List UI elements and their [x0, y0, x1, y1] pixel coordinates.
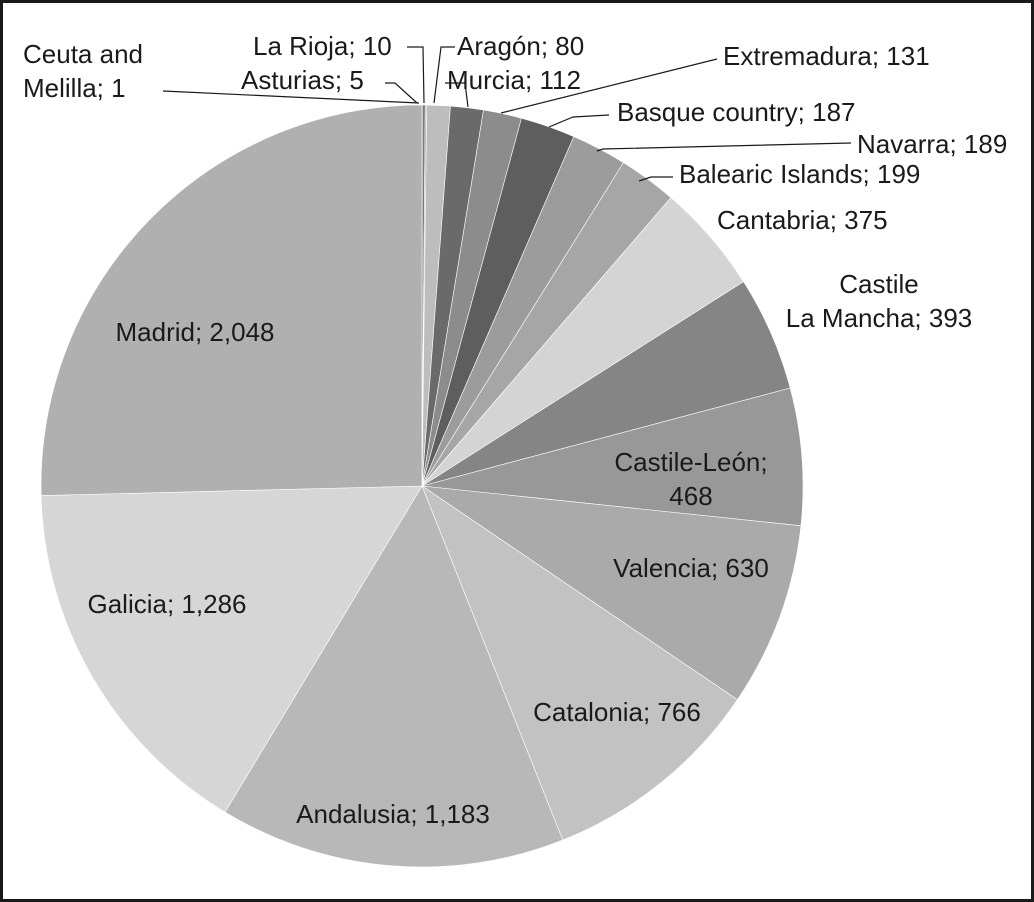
slice-labels: Ceuta and Melilla; 1 La Rioja; 10 Asturias;… — [23, 31, 1007, 829]
leader-line-la-rioja — [407, 46, 425, 104]
slice-label-asturias: Asturias; 5 — [241, 65, 364, 95]
slice-label-valencia: Valencia; 630 — [613, 553, 769, 583]
leader-line-arag-n — [433, 46, 455, 104]
slice-label-catalonia: Catalonia; 766 — [533, 697, 701, 727]
slice-label-navarra: Navarra; 189 — [857, 129, 1007, 159]
slice-label-la-rioja: La Rioja; 10 — [253, 31, 392, 61]
pie-slice-valencia — [421, 485, 802, 701]
pie-slice-madrid — [40, 104, 423, 496]
pie-slices — [40, 104, 804, 868]
slice-label-madrid: Madrid; 2,048 — [116, 317, 275, 347]
slice-label-balearic-islands: Balearic Islands; 199 — [679, 159, 920, 189]
pie-slice-catalonia — [421, 485, 738, 841]
leader-line-balearic-islands — [638, 176, 673, 182]
slice-label-castile-le-n: Castile-León; 468 — [614, 447, 767, 511]
pie-slice-andalusia — [224, 485, 564, 868]
leader-line-asturias — [385, 82, 418, 104]
leader-line-ceuta-and-melilla — [162, 90, 420, 104]
leader-lines — [162, 46, 852, 182]
pie-slice-galicia — [40, 485, 423, 813]
slice-label-basque-country: Basque country; 187 — [617, 97, 856, 127]
pie-chart: Ceuta and Melilla; 1 La Rioja; 10 Asturias;… — [23, 31, 1007, 868]
slice-label-andalusia: Andalusia; 1,183 — [296, 799, 490, 829]
slice-label-castile-la-mancha: Castile La Mancha; 393 — [786, 269, 972, 333]
slice-label-ceuta-and-melilla: Ceuta and Melilla; 1 — [23, 39, 143, 103]
slice-label-arag-n: Aragón; 80 — [457, 31, 584, 61]
slice-label-galicia: Galicia; 1,286 — [88, 589, 247, 619]
leader-line-extremadura — [500, 58, 718, 114]
slice-label-extremadura: Extremadura; 131 — [723, 41, 930, 71]
pie-slice-castile-le-n — [421, 387, 804, 527]
leader-line-navarra — [596, 142, 852, 152]
slice-label-murcia: Murcia; 112 — [447, 65, 581, 95]
leader-line-basque-country — [548, 114, 610, 128]
leader-line-murcia — [445, 82, 469, 108]
slice-label-cantabria: Cantabria; 375 — [717, 205, 888, 235]
